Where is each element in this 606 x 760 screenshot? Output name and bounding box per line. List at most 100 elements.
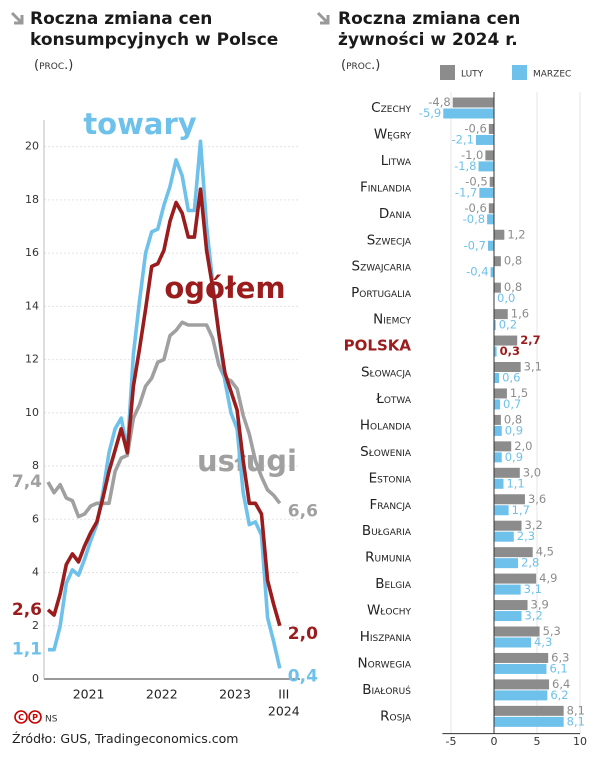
y-tick-label: 10 (25, 406, 39, 419)
bar (494, 520, 522, 531)
bar (488, 123, 494, 134)
category-label: Holandia (360, 417, 412, 433)
value-label: 1,1 (12, 640, 42, 660)
value-label: 1,5 (510, 386, 528, 400)
series-line (46, 320, 282, 519)
value-label: 6,6 (288, 501, 318, 521)
category-label: Czechy (371, 100, 411, 116)
value-label: 3,2 (525, 518, 543, 532)
bar (494, 626, 540, 637)
bar (487, 214, 494, 225)
x-tick-label: 10 (573, 735, 587, 748)
bar (494, 531, 514, 542)
value-label: 2,3 (517, 529, 535, 543)
bar (494, 373, 500, 383)
bar (494, 388, 507, 399)
value-label: 0,9 (505, 450, 523, 464)
value-label: 0,7 (503, 397, 521, 411)
bar (494, 362, 521, 372)
value-label: 6,4 (552, 677, 570, 691)
y-tick-label: 16 (25, 246, 39, 259)
value-label: 6,1 (549, 661, 567, 675)
bar (494, 690, 548, 701)
value-label: 3,1 (524, 582, 542, 596)
y-tick-label: 0 (32, 672, 39, 685)
category-label: Węgry (374, 126, 412, 142)
x-tick-label: 0 (491, 735, 498, 748)
value-label: 2,6 (12, 600, 42, 620)
value-label: 4,9 (539, 571, 557, 585)
bar (485, 150, 494, 161)
value-label: -0,5 (465, 174, 487, 188)
chart-title: Roczna zmiana cen konsumpcyjnych w Polsc… (30, 9, 279, 50)
y-tick-label: 14 (25, 299, 39, 312)
bar (494, 478, 504, 489)
y-tick-label: 18 (25, 193, 39, 206)
bar (494, 611, 522, 622)
value-label: 0,6 (502, 371, 520, 385)
bar (475, 134, 494, 145)
y-tick-label: 4 (32, 566, 39, 579)
category-label: Francja (370, 497, 412, 513)
x-tick-label: 2022 (146, 687, 178, 702)
bar (478, 161, 494, 172)
category-label: Włochy (367, 603, 412, 619)
bar (494, 441, 512, 452)
value-label: -1,8 (454, 159, 476, 173)
phonogram-icon (28, 710, 42, 724)
value-label: 2,7 (520, 333, 540, 347)
y-tick-label: 2 (32, 619, 39, 632)
value-label: 0,8 (504, 254, 522, 268)
bar (494, 494, 525, 505)
legend-label: marzec (533, 66, 571, 81)
value-label: 2,8 (521, 556, 539, 570)
value-label: 3,0 (523, 465, 541, 479)
bar (479, 187, 494, 198)
value-label: -5,9 (419, 106, 441, 120)
bar (494, 716, 564, 727)
chart-subtitle: (proc.) (341, 58, 381, 73)
value-label: 0,9 (505, 423, 523, 437)
bar (494, 652, 549, 663)
x-tick-label: 2023 (219, 687, 251, 702)
category-label: Belgia (375, 576, 412, 592)
bar (494, 414, 501, 425)
value-label: 2,0 (514, 439, 532, 453)
category-label: Niemcy (373, 312, 411, 328)
bar (494, 399, 501, 410)
value-label: 6,2 (550, 688, 568, 702)
value-label: -0,6 (464, 201, 486, 215)
value-label: -4,8 (428, 95, 450, 109)
category-label: Bułgaria (362, 523, 412, 539)
chart-subtitle: (proc.) (34, 58, 74, 73)
category-label: Białoruś (362, 682, 411, 698)
value-label: -1,7 (455, 185, 477, 199)
value-label: 3,9 (531, 598, 549, 612)
value-label: 3,6 (528, 492, 546, 506)
value-label: -1,0 (461, 148, 483, 162)
category-label: Litwa (381, 153, 412, 169)
value-label: -0,8 (463, 212, 485, 226)
category-label: POLSKA (344, 337, 412, 355)
y-tick-label: 20 (25, 140, 39, 153)
value-label: 4,3 (534, 635, 552, 649)
bar (494, 256, 501, 267)
category-label: Szwajcaria (352, 259, 412, 275)
series-label: towary (83, 107, 196, 141)
bar (494, 679, 550, 690)
bar (494, 335, 518, 346)
bar (494, 705, 564, 716)
title-arrow (10, 11, 24, 25)
value-label: 0,8 (504, 412, 522, 426)
category-label: Słowenia (360, 444, 412, 460)
bar (494, 346, 497, 357)
category-label: Szwecja (367, 232, 412, 248)
value-label: 0,3 (500, 344, 520, 358)
series-label: usługi (197, 444, 297, 478)
x-tick-label: 5 (534, 735, 541, 748)
value-label: -2,1 (451, 132, 473, 146)
category-label: Norwegia (358, 655, 412, 671)
series-line (46, 187, 282, 627)
series-line (48, 139, 282, 669)
